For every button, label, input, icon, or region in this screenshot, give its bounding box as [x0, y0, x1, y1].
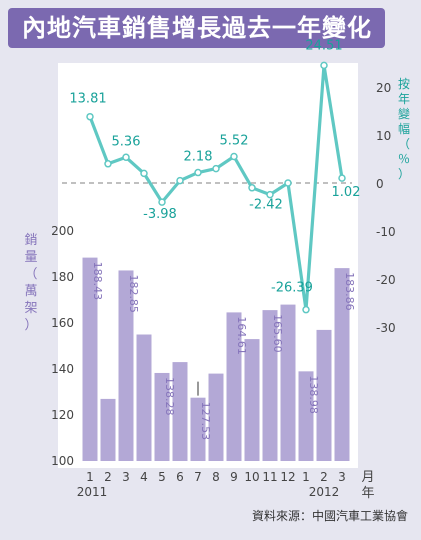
- bar-12: [280, 304, 296, 461]
- bar-label-1: 188.43: [91, 262, 104, 301]
- line-label-7: 2.18: [184, 150, 213, 165]
- bar-9: [226, 312, 242, 461]
- yoy-point-15: [338, 174, 346, 182]
- right-axis-label-char: 按: [398, 77, 410, 91]
- bar-8: [208, 373, 224, 461]
- left-tick-180: 180: [51, 270, 74, 284]
- right-tick-10: 10: [376, 129, 391, 143]
- x-tick-3: 3: [122, 470, 130, 484]
- yoy-point-8: [212, 164, 220, 173]
- left-tick-160: 160: [51, 316, 74, 330]
- x-tick-9: 9: [230, 470, 238, 484]
- right-axis-label-char: ％: [398, 152, 410, 166]
- bar-6: [172, 362, 188, 461]
- right-axis-label-char: 年: [398, 92, 410, 106]
- right-tick-20: 20: [376, 81, 391, 95]
- source-note: 資料來源：中國汽車工業協會: [252, 508, 408, 523]
- x-axis-unit-month: 月: [361, 470, 374, 485]
- bar-7: [190, 397, 206, 461]
- left-axis-label-char: 架: [24, 301, 37, 316]
- bar-4: [136, 334, 152, 461]
- yoy-point-3: [122, 153, 130, 162]
- yoy-point-6: [176, 176, 184, 185]
- bar-15: [334, 268, 350, 461]
- x-tick-6: 6: [176, 470, 184, 484]
- x-tick-15: 3: [338, 470, 346, 484]
- bar-10: [244, 339, 260, 461]
- left-axis-label-char: 量: [24, 250, 37, 265]
- line-label-15: 1.02: [332, 185, 361, 200]
- bar-1: [82, 257, 98, 461]
- line-label-14: 24.51: [305, 38, 342, 53]
- right-axis-label-char: ）: [398, 167, 410, 181]
- bar-label-11: 165.60: [271, 314, 284, 353]
- year-label-2011: 2011: [77, 485, 108, 499]
- x-tick-4: 4: [140, 470, 148, 484]
- left-tick-140: 140: [51, 362, 74, 376]
- yoy-point-11: [266, 190, 274, 199]
- x-tick-1: 1: [86, 470, 94, 484]
- yoy-point-13: [302, 305, 310, 314]
- x-tick-2: 2: [104, 470, 112, 484]
- left-tick-120: 120: [51, 408, 74, 422]
- line-label-13: -26.39: [271, 281, 313, 296]
- x-tick-12: 12: [280, 470, 295, 484]
- left-axis-label-char: （: [24, 267, 37, 282]
- bar-13: [298, 371, 314, 461]
- x-tick-13: 1: [302, 470, 310, 484]
- left-axis-label-char: ）: [24, 318, 37, 333]
- bar-14: [316, 329, 332, 461]
- bar-label-15: 183.86: [343, 272, 356, 311]
- x-tick-10: 10: [244, 470, 259, 484]
- right-axis-label-char: （: [398, 137, 410, 151]
- x-tick-11: 11: [262, 470, 277, 484]
- x-tick-5: 5: [158, 470, 166, 484]
- left-axis-label-char: 萬: [24, 284, 37, 299]
- yoy-point-10: [248, 184, 256, 192]
- x-tick-7: 7: [194, 470, 202, 484]
- x-tick-14: 2: [320, 470, 328, 484]
- bar-5: [154, 372, 170, 461]
- bar-2: [100, 398, 116, 461]
- yoy-point-5: [158, 198, 166, 206]
- chart-title: 內地汽車銷售增長過去一年變化: [8, 8, 385, 48]
- right-tick--30: -30: [376, 321, 396, 335]
- right-tick--20: -20: [376, 273, 396, 287]
- yoy-point-9: [230, 152, 238, 161]
- line-label-5: -3.98: [143, 207, 177, 222]
- bar-11: [262, 310, 278, 461]
- line-label-11: -2.42: [249, 198, 283, 213]
- bar-label-3: 182.85: [127, 274, 140, 313]
- x-axis-unit-year: 年: [361, 486, 374, 501]
- line-label-3: 5.36: [112, 134, 141, 149]
- yoy-point-12: [284, 179, 292, 187]
- right-tick-0: 0: [376, 177, 384, 191]
- bar-label-13: 138.98: [307, 375, 320, 414]
- left-axis-label-char: 銷: [24, 232, 37, 248]
- line-label-1: 13.81: [69, 92, 106, 107]
- bar-label-5: 138.28: [163, 377, 176, 416]
- yoy-point-7: [194, 168, 202, 177]
- yoy-point-4: [140, 169, 148, 178]
- right-tick--10: -10: [376, 225, 396, 239]
- bar-label-7: 127.53: [199, 402, 212, 441]
- year-label-2012: 2012: [309, 485, 340, 499]
- yoy-point-2: [104, 160, 112, 168]
- x-tick-8: 8: [212, 470, 220, 484]
- right-axis-label-char: 幅: [398, 121, 410, 136]
- bar-label-9: 164.61: [235, 316, 248, 355]
- yoy-point-14: [320, 61, 328, 70]
- right-axis-label-char: 變: [398, 106, 410, 121]
- line-label-9: 5.52: [220, 134, 249, 149]
- left-tick-100: 100: [51, 454, 74, 468]
- bar-3: [118, 270, 134, 461]
- yoy-point-1: [86, 112, 94, 121]
- left-tick-200: 200: [51, 224, 74, 238]
